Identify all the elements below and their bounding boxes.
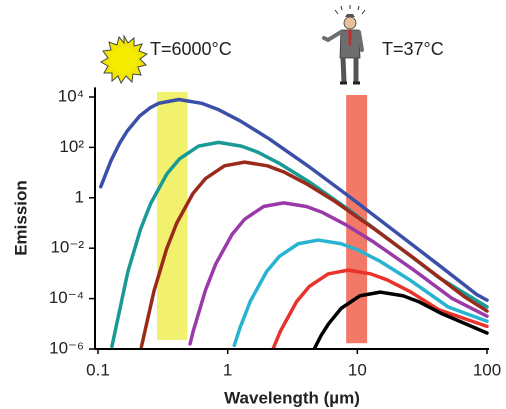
highlight-band bbox=[346, 94, 368, 344]
sun-icon bbox=[99, 34, 149, 85]
arm bbox=[357, 30, 364, 52]
highlight-band bbox=[156, 91, 188, 340]
axes: 10⁴ 10² 1 10⁻² 10⁻⁴ 10⁻⁶0.1 1 10 100 bbox=[49, 86, 501, 379]
person-icon bbox=[322, 5, 366, 85]
motion-marks bbox=[334, 5, 366, 15]
y-axis-title: Emission bbox=[11, 180, 30, 256]
emission-curve bbox=[139, 160, 489, 349]
x-tick-label: 0.1 bbox=[86, 360, 110, 379]
y-tick-label: 10⁴ bbox=[58, 86, 84, 105]
emission-curve bbox=[271, 268, 489, 350]
emission-curve bbox=[188, 201, 489, 346]
x-axis-title: Wavelength (µm) bbox=[224, 388, 360, 407]
sun-disc bbox=[111, 47, 137, 73]
emission-curve bbox=[232, 238, 489, 348]
y-tick-label: 10⁻⁴ bbox=[49, 288, 84, 307]
x-tick-label: 10 bbox=[348, 360, 367, 379]
x-tick-label: 1 bbox=[223, 360, 232, 379]
arm bbox=[322, 30, 343, 43]
y-tick-label: 10⁻⁶ bbox=[49, 338, 84, 357]
annotation: T=6000°C bbox=[150, 39, 232, 59]
emission-curve bbox=[312, 290, 489, 350]
legs bbox=[340, 57, 359, 83]
y-tick-label: 10² bbox=[59, 137, 84, 156]
tie bbox=[348, 30, 352, 46]
annotation: T=37°C bbox=[382, 39, 444, 59]
y-tick-label: 1 bbox=[75, 187, 84, 206]
hair bbox=[345, 14, 355, 17]
emission-curve bbox=[99, 97, 489, 302]
curves bbox=[99, 97, 489, 350]
y-tick-label: 10⁻² bbox=[50, 238, 84, 257]
x-tick-label: 100 bbox=[473, 360, 501, 379]
head bbox=[343, 16, 357, 30]
